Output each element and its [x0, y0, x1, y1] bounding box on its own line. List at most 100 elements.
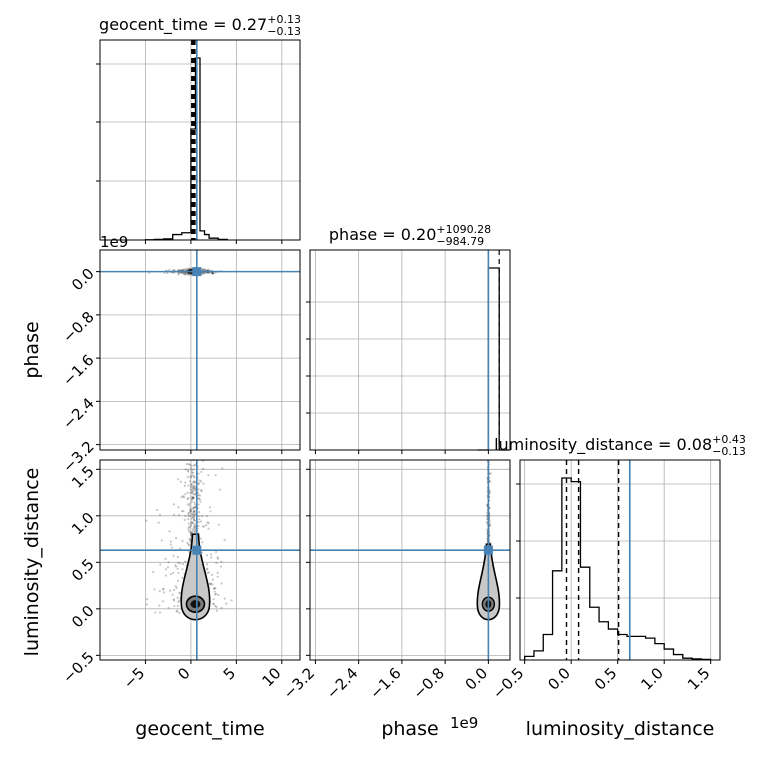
x-axis-label-geocent_time: geocent_time — [135, 718, 264, 740]
scatter-point — [175, 610, 178, 613]
scatter-point — [220, 606, 223, 610]
scatter-point — [153, 588, 156, 591]
scatter-point — [193, 514, 196, 517]
scatter-point — [207, 522, 210, 525]
scatter-point — [197, 524, 200, 528]
scatter-point — [208, 506, 212, 509]
scatter-point — [197, 515, 200, 518]
title-phase: phase = 0.20+1090.28 — [329, 223, 491, 244]
scatter-point — [176, 478, 180, 481]
scatter-point — [225, 602, 228, 605]
scatter-point — [192, 527, 195, 530]
scatter-point — [194, 463, 197, 466]
scatter-point — [164, 568, 168, 571]
scatter-point — [183, 518, 186, 522]
scatter-point — [223, 539, 226, 542]
scatter-point — [191, 491, 194, 494]
scatter-point — [189, 514, 192, 518]
scatter-point — [193, 518, 196, 521]
scatter-point — [198, 511, 201, 514]
scatter-point — [187, 484, 190, 487]
scatter-point — [489, 480, 492, 483]
scatter-point — [192, 487, 195, 491]
scatter-point — [187, 528, 190, 531]
scatter-point — [187, 512, 190, 516]
scatter-point — [197, 481, 200, 485]
scatter-point — [188, 530, 191, 533]
scatter-point — [177, 269, 180, 272]
x-tick-label-geocent_time: −5 — [120, 664, 148, 692]
scatter-point — [162, 591, 165, 594]
scatter-point — [230, 599, 233, 602]
scatter-point — [189, 491, 192, 494]
scatter-point — [145, 598, 149, 601]
scatter-point — [191, 495, 194, 499]
scatter-point — [183, 484, 186, 488]
scatter-point — [190, 497, 193, 500]
scatter-point — [197, 503, 200, 506]
scatter-point — [193, 493, 196, 496]
scatter-point — [176, 555, 179, 559]
scatter-point — [189, 488, 192, 491]
scatter-point — [184, 493, 187, 496]
scatter-point — [193, 509, 196, 513]
scatter-point — [192, 496, 195, 499]
scatter-point — [217, 557, 220, 560]
scatter-point — [189, 532, 193, 535]
scatter-point — [209, 583, 212, 586]
title-geocent_time: geocent_time = 0.27+0.13 — [99, 13, 301, 35]
scatter-point — [189, 534, 193, 537]
scatter-point — [166, 566, 170, 569]
scatter-point — [199, 480, 203, 483]
scatter-point — [213, 590, 216, 593]
scatter-point — [488, 490, 492, 493]
scatter-point — [184, 481, 187, 484]
scatter-point — [192, 484, 195, 487]
scatter-point — [212, 602, 215, 605]
x-tick-label-geocent_time: 10 — [258, 664, 284, 690]
scatter-point — [192, 481, 195, 484]
scatter-point — [200, 489, 203, 493]
scatter-point — [164, 574, 168, 577]
scatter-point — [187, 543, 190, 546]
x-tick-label-luminosity_distance: 0.5 — [591, 664, 621, 694]
scatter-point — [211, 272, 214, 275]
offset-text-phase-x: 1e9 — [450, 714, 478, 732]
y-axis-label-luminosity_distance: luminosity_distance — [21, 468, 43, 657]
truth-marker — [483, 545, 493, 555]
scatter-point — [198, 518, 201, 521]
scatter-point — [188, 544, 191, 547]
scatter-point — [172, 571, 175, 574]
y-tick-label-phase: −0.8 — [59, 308, 97, 346]
scatter-point — [145, 519, 148, 522]
scatter-point — [193, 487, 196, 490]
scatter-point — [190, 509, 193, 512]
scatter-point — [209, 553, 213, 556]
scatter-point — [214, 474, 217, 477]
scatter-point — [169, 543, 172, 546]
scatter-point — [212, 598, 215, 601]
scatter-point — [193, 530, 196, 534]
scatter-point — [485, 521, 488, 524]
scatter-point — [189, 508, 192, 512]
scatter-point — [175, 586, 178, 590]
scatter-point — [190, 517, 193, 520]
scatter-point — [187, 463, 190, 466]
x-tick-label-luminosity_distance: 0.0 — [544, 664, 574, 694]
scatter-point — [215, 592, 218, 596]
scatter-point — [191, 506, 195, 509]
scatter-point — [191, 471, 195, 474]
scatter-point — [177, 579, 180, 582]
scatter-point — [191, 497, 195, 500]
scatter-point — [191, 513, 194, 516]
title-sub-luminosity_distance: −0.13 — [712, 445, 746, 458]
scatter-point — [485, 503, 489, 506]
scatter-point — [211, 272, 214, 275]
scatter-point — [172, 268, 175, 271]
scatter-point — [187, 518, 190, 521]
scatter-point — [191, 474, 194, 477]
scatter-point — [192, 496, 195, 499]
scatter-point — [191, 512, 194, 515]
scatter-point — [186, 475, 189, 478]
scatter-point — [176, 604, 179, 607]
